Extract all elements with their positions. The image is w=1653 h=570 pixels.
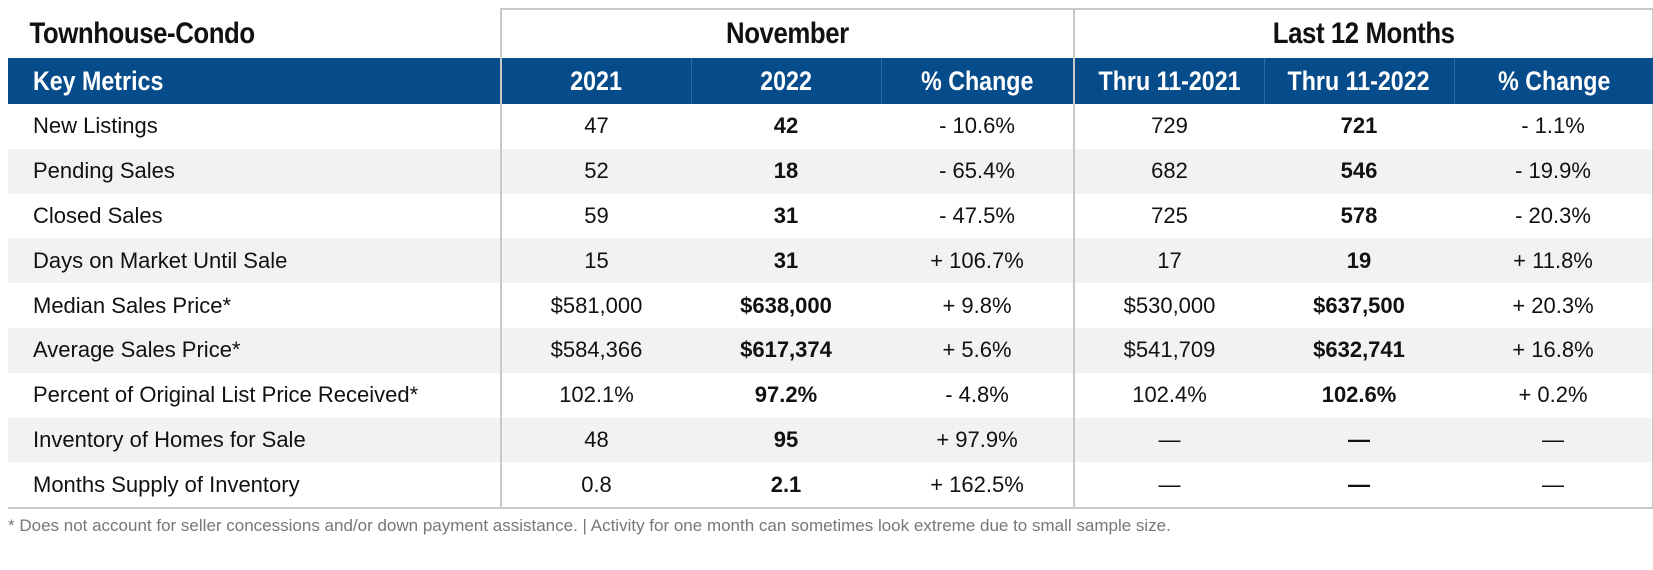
group-month-header: November [499,8,1075,58]
month-change-value: - 65.4% [881,148,1075,194]
metric-name: New Listings [33,113,158,139]
year-change-value: - 20.3% [1454,193,1653,239]
header-month-curr: 2022 [690,58,881,104]
metric-name: Percent of Original List Price Received* [33,382,419,408]
month-change-value: - 47.5% [939,202,1015,228]
group-year-header: Last 12 Months [1073,8,1653,58]
month-prev-value: 102.1% [500,372,691,418]
header-month-change-label: % Change [921,65,1034,96]
year-change-value: - 1.1% [1454,104,1653,149]
header-year-prev-label: Thru 11-2021 [1098,65,1241,96]
metric-name: Average Sales Price* [8,327,501,373]
year-change-value: + 11.8% [1454,238,1653,284]
year-prev-value: $541,709 [1073,327,1265,373]
table-row: Closed Sales 59 31 - 47.5% 725 578 - 20.… [8,193,1653,239]
month-change-value: + 97.9% [881,417,1075,463]
year-curr-value: 546 [1264,148,1455,194]
table-row: Average Sales Price* $584,366 $617,374 +… [8,327,1653,373]
month-curr-value: $617,374 [691,327,881,373]
year-prev-value: 102.4% [1073,372,1265,418]
table-row: Months Supply of Inventory 0.8 2.1 + 162… [8,462,1653,510]
table-row: New Listings 47 42 - 10.6% 729 721 - 1.1… [8,104,1653,149]
year-curr-value: 721 [1340,113,1378,139]
header-month-prev-label: 2021 [570,65,623,96]
year-change-value: - 19.9% [1454,148,1653,194]
year-change-value: + 0.2% [1454,372,1653,418]
month-curr-value: 2.1 [691,462,881,510]
month-curr-value: 42 [773,113,799,139]
header-year-change-label: % Change [1497,65,1610,96]
header-month-change: % Change [880,58,1075,104]
year-change-value: — [1454,417,1653,463]
table-row: Pending Sales 52 18 - 65.4% 682 546 - 19… [8,148,1653,194]
month-curr-value: 31 [691,238,881,284]
metric-name: Pending Sales [8,148,501,194]
year-change-value: + 20.3% [1454,283,1653,328]
header-month-prev: 2021 [500,58,691,104]
year-change-value: + 16.8% [1454,327,1653,373]
month-curr-value: $638,000 [740,292,832,318]
header-year-change: % Change [1453,58,1653,104]
month-change-value: - 10.6% [939,113,1015,139]
month-change-value: + 106.7% [881,238,1075,284]
header-month-curr-label: 2022 [760,65,812,96]
month-curr-value: 95 [691,417,881,463]
month-change-value: - 4.8% [945,382,1009,408]
month-prev-value: 47 [500,104,691,149]
metric-name: Days on Market Until Sale [8,238,501,284]
header-key-metrics: Key Metrics [8,58,501,104]
metric-name: Closed Sales [33,202,163,228]
month-prev-value: 52 [500,148,691,194]
year-curr-value: — [1264,462,1455,510]
year-prev-value: — [1073,417,1265,463]
report-title: Townhouse-Condo [29,16,256,50]
year-prev-value: 682 [1073,148,1265,194]
month-change-value: + 162.5% [881,462,1075,510]
column-header-row: Key Metrics 2021 2022 % Change Thru 11-2… [8,58,1653,104]
year-curr-value: 102.6% [1321,382,1397,408]
year-prev-value: $530,000 [1073,283,1265,328]
year-curr-value: — [1264,417,1455,463]
year-curr-value: 19 [1264,238,1455,284]
metric-name: Median Sales Price* [33,292,232,318]
month-prev-value: $581,000 [500,283,691,328]
year-prev-value: 725 [1073,193,1265,239]
year-change-value: — [1454,462,1653,510]
table-row: Days on Market Until Sale 15 31 + 106.7%… [8,238,1653,284]
month-curr-value: 31 [773,202,799,228]
month-prev-value: 0.8 [500,462,691,510]
year-curr-value: 578 [1340,202,1378,228]
month-change-value: + 5.6% [881,327,1075,373]
month-prev-value: 59 [500,193,691,239]
year-prev-value: 17 [1073,238,1265,284]
month-prev-value: $584,366 [500,327,691,373]
group-year-label: Last 12 Months [1272,17,1455,50]
metrics-report: Townhouse-Condo November Last 12 Months … [8,8,1653,510]
table-row: Median Sales Price* $581,000 $638,000 + … [8,283,1653,328]
year-curr-value: $637,500 [1313,292,1405,318]
header-year-curr: Thru 11-2022 [1263,58,1455,104]
metric-name: Inventory of Homes for Sale [8,417,501,463]
month-curr-value: 97.2% [754,382,818,408]
key-metrics-table: Townhouse-Condo November Last 12 Months … [8,8,1653,510]
month-prev-value: 15 [500,238,691,284]
year-prev-value: — [1073,462,1265,510]
month-curr-value: 18 [691,148,881,194]
header-key-metrics-label: Key Metrics [33,65,164,96]
table-row: Percent of Original List Price Received*… [8,372,1653,418]
group-header-row: Townhouse-Condo November Last 12 Months [8,8,1653,58]
month-prev-value: 48 [500,417,691,463]
header-year-prev: Thru 11-2021 [1073,58,1265,104]
table-row: Inventory of Homes for Sale 48 95 + 97.9… [8,417,1653,463]
year-prev-value: 729 [1073,104,1265,149]
group-month-label: November [726,17,849,50]
metric-name: Months Supply of Inventory [8,462,501,510]
header-year-curr-label: Thru 11-2022 [1288,65,1431,96]
month-change-value: + 9.8% [942,292,1012,318]
footnote: * Does not account for seller concession… [8,516,1171,535]
year-curr-value: $632,741 [1264,327,1455,373]
